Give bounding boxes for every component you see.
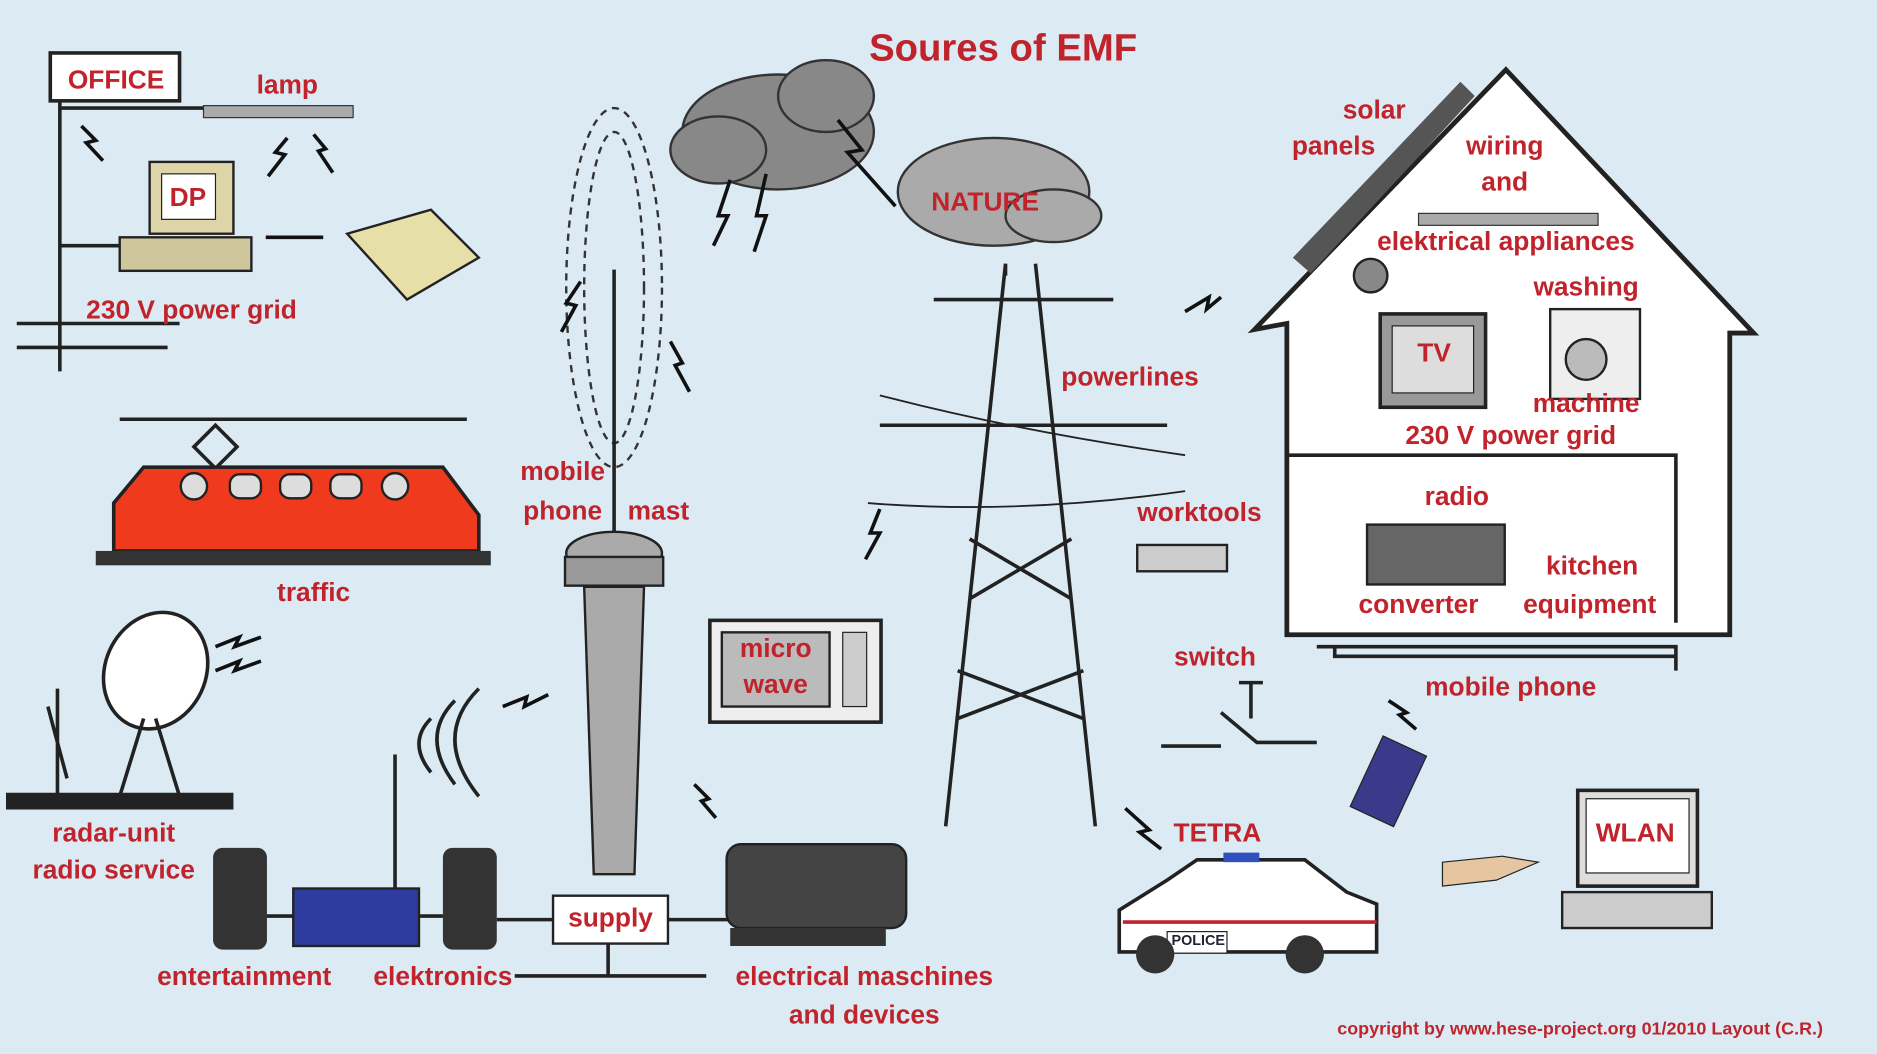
copyright: copyright by www.hese-project.org 01/201… — [1337, 1019, 1823, 1039]
label: OFFICE — [68, 65, 165, 95]
label: kitchen — [1546, 551, 1638, 581]
label: wiring — [1465, 130, 1544, 160]
label: 230 V power grid — [86, 294, 297, 324]
label: panels — [1292, 130, 1375, 160]
label: machine — [1533, 388, 1640, 418]
label: converter — [1359, 589, 1479, 619]
label: radio service — [32, 855, 194, 885]
label: WLAN — [1596, 818, 1675, 848]
title: Soures of EMF — [869, 27, 1137, 70]
label: and devices — [789, 1000, 940, 1030]
label: elektronics — [373, 961, 512, 991]
label: powerlines — [1061, 362, 1199, 392]
label: elektrical appliances — [1377, 226, 1635, 256]
label: mast — [628, 496, 690, 526]
label: phone — [523, 496, 602, 526]
label: wave — [742, 669, 807, 699]
label: 230 V power grid — [1405, 420, 1616, 450]
label: POLICE — [1172, 933, 1226, 949]
label: solar — [1343, 95, 1406, 125]
label: worktools — [1136, 497, 1261, 527]
label: entertainment — [157, 961, 331, 991]
label: radar-unit — [52, 818, 175, 848]
label: and — [1481, 166, 1528, 196]
label: DP — [170, 182, 207, 212]
label: traffic — [277, 577, 350, 607]
label: lamp — [257, 69, 318, 99]
label: mobile — [520, 456, 605, 486]
label: equipment — [1523, 589, 1656, 619]
label: TV — [1417, 338, 1451, 368]
label: supply — [568, 903, 653, 933]
label: mobile phone — [1425, 672, 1596, 702]
label: electrical maschines — [735, 961, 993, 991]
label: TETRA — [1174, 818, 1262, 848]
label: NATURE — [931, 187, 1039, 217]
label: switch — [1174, 642, 1256, 672]
label: washing — [1532, 272, 1638, 302]
label: micro — [740, 633, 812, 663]
diagram: Soures of EMF OFFICE lamp DP 230 V power gr… — [0, 0, 1877, 1054]
label: radio — [1425, 481, 1489, 511]
